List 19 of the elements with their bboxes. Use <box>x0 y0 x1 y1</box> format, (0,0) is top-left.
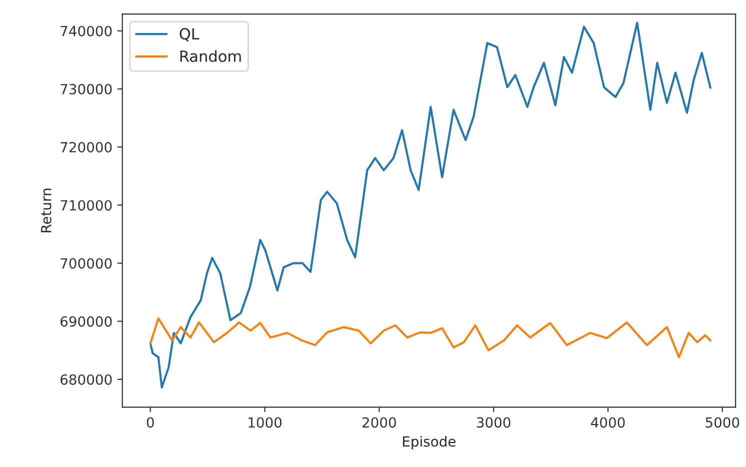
y-tick-label: 720000 <box>60 142 112 152</box>
y-tick-label: 730000 <box>60 84 112 94</box>
y-tick-label: 710000 <box>60 200 112 211</box>
legend-label: QL <box>180 28 200 42</box>
y-axis-title: Return <box>41 188 52 232</box>
y-tick-label: 740000 <box>60 26 112 36</box>
y-tick-label: 700000 <box>60 258 112 269</box>
x-tick-label: 2000 <box>362 417 396 428</box>
line-series <box>149 317 712 358</box>
x-tick-label: 3000 <box>476 417 510 428</box>
legend-label: Random <box>180 50 241 62</box>
y-tick-label: 680000 <box>60 374 112 385</box>
x-axis-title: Episode <box>403 436 456 450</box>
x-tick-label: 0 <box>146 417 154 428</box>
x-tick-label: 4000 <box>591 417 625 428</box>
x-tick-label: 1000 <box>248 417 282 428</box>
line-series <box>149 22 712 389</box>
x-tick-label: 5000 <box>706 417 740 428</box>
y-tick-label: 690000 <box>60 316 112 327</box>
